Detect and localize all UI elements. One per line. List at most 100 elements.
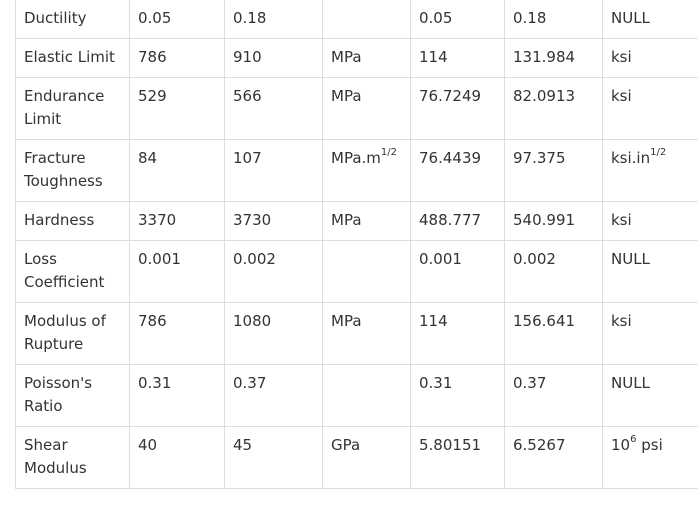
value-text: 0.001 <box>419 250 462 268</box>
max-imperial-cell: 0.18 <box>504 0 603 39</box>
value-text: 82.0913 <box>513 87 576 105</box>
value-text: 786 <box>138 312 167 330</box>
min-imperial-cell: 5.80151 <box>410 426 505 489</box>
value-text: 76.4439 <box>419 149 482 167</box>
property-name-cell: Endurance Limit <box>15 77 130 140</box>
unit-imperial-cell: NULL <box>602 0 698 39</box>
min-imperial-cell: 0.05 <box>410 0 505 39</box>
unit-superscript: 6 <box>630 434 637 445</box>
max-si-cell: 1080 <box>224 302 323 365</box>
property-label: Ductility <box>24 9 87 27</box>
property-name-cell: Fracture Toughness <box>15 139 130 202</box>
value-text: 5.80151 <box>419 436 482 454</box>
min-si-cell: 84 <box>129 139 225 202</box>
max-si-cell: 107 <box>224 139 323 202</box>
unit-superscript: 1/2 <box>380 147 397 158</box>
unit-imperial-cell: ksi.in1/2 <box>602 139 698 202</box>
property-label: Hardness <box>24 211 95 229</box>
max-si-cell: 566 <box>224 77 323 140</box>
unit-base: MPa <box>331 48 362 66</box>
unit-si-cell <box>322 364 411 427</box>
unit-imperial-cell: ksi <box>602 201 698 241</box>
table-row: Loss Coefficient 0.001 0.002 0.001 0.002 NULL <box>15 240 698 303</box>
unit-imperial-cell: NULL <box>602 240 698 303</box>
unit-si-cell: MPa.m1/2 <box>322 139 411 202</box>
table-row: Ductility 0.05 0.18 0.05 0.18 NULL <box>15 0 698 39</box>
max-imperial-cell: 540.991 <box>504 201 603 241</box>
unit-base: MPa <box>331 211 362 229</box>
max-imperial-cell: 97.375 <box>504 139 603 202</box>
value-text: 131.984 <box>513 48 576 66</box>
value-text: 45 <box>233 436 253 454</box>
unit-base: NULL <box>611 9 650 27</box>
unit-base: ksi <box>611 312 632 330</box>
min-si-cell: 0.31 <box>129 364 225 427</box>
value-text: 0.31 <box>138 374 172 392</box>
value-text: 566 <box>233 87 262 105</box>
value-text: 786 <box>138 48 167 66</box>
unit-base: ksi <box>611 48 632 66</box>
property-label: Loss Coefficient <box>24 250 105 291</box>
value-text: 114 <box>419 312 448 330</box>
unit-si-cell: MPa <box>322 302 411 365</box>
min-si-cell: 786 <box>129 38 225 78</box>
unit-base: ksi <box>611 211 632 229</box>
value-text: 0.31 <box>419 374 453 392</box>
min-si-cell: 0.001 <box>129 240 225 303</box>
unit-base: NULL <box>611 250 650 268</box>
value-text: 1080 <box>233 312 272 330</box>
value-text: 156.641 <box>513 312 576 330</box>
property-name-cell: Hardness <box>15 201 130 241</box>
min-imperial-cell: 0.31 <box>410 364 505 427</box>
unit-base: MPa <box>331 312 362 330</box>
value-text: 0.37 <box>233 374 267 392</box>
table-row: Endurance Limit 529 566 MPa 76.7249 82.0913 ks… <box>15 77 698 140</box>
value-text: 0.002 <box>513 250 556 268</box>
min-si-cell: 40 <box>129 426 225 489</box>
property-label: Elastic Limit <box>24 48 115 66</box>
unit-imperial-cell: NULL <box>602 364 698 427</box>
unit-base: MPa.m <box>331 149 381 167</box>
max-imperial-cell: 82.0913 <box>504 77 603 140</box>
max-si-cell: 3730 <box>224 201 323 241</box>
unit-imperial-cell: ksi <box>602 77 698 140</box>
value-text: 0.18 <box>233 9 267 27</box>
min-imperial-cell: 488.777 <box>410 201 505 241</box>
table-row: Fracture Toughness 84 107 MPa.m1/2 76.4439 97… <box>15 139 698 202</box>
min-imperial-cell: 76.7249 <box>410 77 505 140</box>
max-imperial-cell: 6.5267 <box>504 426 603 489</box>
max-imperial-cell: 131.984 <box>504 38 603 78</box>
property-label: Fracture Toughness <box>24 149 103 190</box>
property-name-cell: Modulus of Rupture <box>15 302 130 365</box>
property-label: Shear Modulus <box>24 436 87 477</box>
value-text: 3370 <box>138 211 177 229</box>
min-imperial-cell: 114 <box>410 302 505 365</box>
value-text: 0.05 <box>138 9 172 27</box>
unit-si-cell <box>322 240 411 303</box>
min-si-cell: 0.05 <box>129 0 225 39</box>
value-text: 0.18 <box>513 9 547 27</box>
unit-base: ksi.in <box>611 149 651 167</box>
property-name-cell: Ductility <box>15 0 130 39</box>
value-text: 0.37 <box>513 374 547 392</box>
properties-table-container: Ductility 0.05 0.18 0.05 0.18 NULL Elastic Lim… <box>15 0 698 489</box>
unit-base: ksi <box>611 87 632 105</box>
property-label: Poisson's Ratio <box>24 374 93 415</box>
property-name-cell: Loss Coefficient <box>15 240 130 303</box>
unit-imperial-cell: 106 psi <box>602 426 698 489</box>
max-si-cell: 910 <box>224 38 323 78</box>
mechanical-properties-table: Ductility 0.05 0.18 0.05 0.18 NULL Elastic Lim… <box>15 0 698 489</box>
property-label: Modulus of Rupture <box>24 312 106 353</box>
value-text: 540.991 <box>513 211 576 229</box>
value-text: 529 <box>138 87 167 105</box>
table-row: Modulus of Rupture 786 1080 MPa 114 156.641 ks… <box>15 302 698 365</box>
value-text: 6.5267 <box>513 436 566 454</box>
value-text: 3730 <box>233 211 272 229</box>
value-text: 76.7249 <box>419 87 482 105</box>
property-name-cell: Elastic Limit <box>15 38 130 78</box>
table-row: Shear Modulus 40 45 GPa 5.80151 6.5267 106 psi <box>15 426 698 489</box>
min-imperial-cell: 114 <box>410 38 505 78</box>
max-imperial-cell: 0.37 <box>504 364 603 427</box>
value-text: 107 <box>233 149 262 167</box>
value-text: 97.375 <box>513 149 566 167</box>
